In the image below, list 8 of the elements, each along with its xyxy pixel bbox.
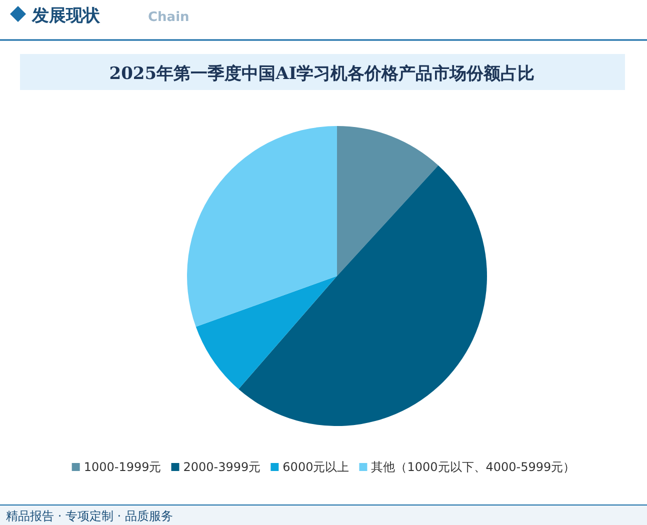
legend-label: 2000-3999元 xyxy=(183,460,261,474)
text: Chain xyxy=(148,10,190,25)
text: 发展现状 xyxy=(31,6,101,26)
legend-label: 1000-1999元 xyxy=(84,460,162,474)
text: 精品报告 · 专项定制 · 品质服务 xyxy=(6,509,173,523)
legend-label: 6000元以上 xyxy=(282,460,350,474)
legend-label: 其他（1000元以下、4000-5999元） xyxy=(371,460,576,474)
chart-title: 2025年第一季度中国AI学习机各价格产品市场份额占比 xyxy=(109,64,535,84)
